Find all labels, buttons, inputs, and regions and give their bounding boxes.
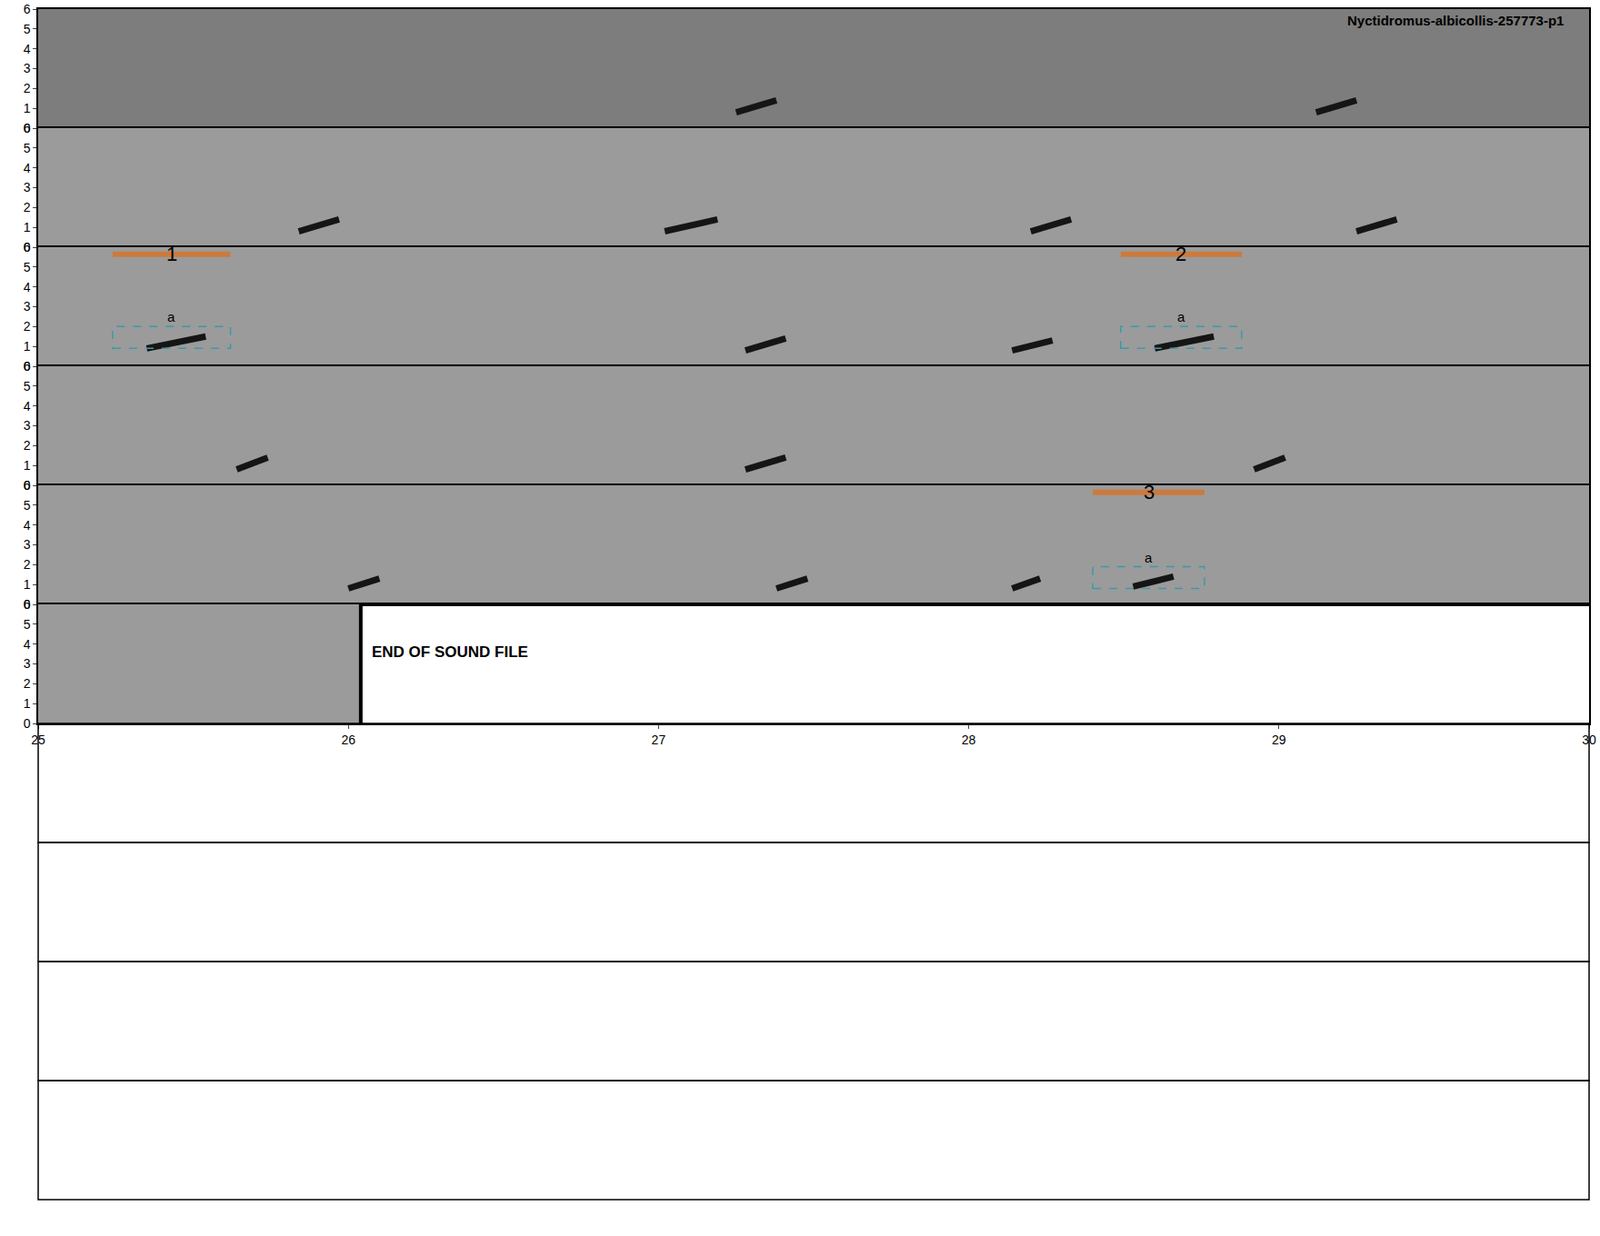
svg-text:0: 0 xyxy=(23,478,31,493)
svg-text:0: 0 xyxy=(23,716,31,731)
svg-text:6: 6 xyxy=(23,478,31,493)
svg-text:3: 3 xyxy=(23,537,31,552)
svg-text:1: 1 xyxy=(23,696,31,711)
svg-text:3: 3 xyxy=(23,180,31,195)
svg-text:4: 4 xyxy=(23,518,31,533)
svg-text:a: a xyxy=(1177,309,1186,325)
svg-text:4: 4 xyxy=(23,399,31,414)
svg-text:26: 26 xyxy=(340,732,356,748)
svg-text:0: 0 xyxy=(23,597,31,612)
svg-text:6: 6 xyxy=(23,1,31,17)
svg-text:5: 5 xyxy=(23,379,31,394)
svg-text:5: 5 xyxy=(23,21,31,37)
svg-text:6: 6 xyxy=(23,120,31,136)
svg-text:2: 2 xyxy=(23,80,31,96)
svg-text:END OF SOUND FILE: END OF SOUND FILE xyxy=(371,643,529,661)
svg-text:a: a xyxy=(1144,550,1153,566)
svg-text:4: 4 xyxy=(23,41,31,57)
svg-text:30: 30 xyxy=(1581,732,1597,748)
svg-text:1: 1 xyxy=(23,339,31,354)
svg-text:29: 29 xyxy=(1271,732,1287,748)
svg-text:3: 3 xyxy=(23,60,31,76)
svg-text:27: 27 xyxy=(651,732,667,748)
svg-text:1: 1 xyxy=(23,220,31,235)
svg-text:6: 6 xyxy=(23,359,31,374)
svg-text:2: 2 xyxy=(23,200,31,215)
svg-text:6: 6 xyxy=(23,597,31,612)
svg-text:2: 2 xyxy=(23,319,31,334)
svg-text:3: 3 xyxy=(23,418,31,433)
svg-text:1: 1 xyxy=(166,242,178,266)
svg-text:a: a xyxy=(167,309,176,325)
svg-text:1: 1 xyxy=(23,577,31,592)
svg-text:0: 0 xyxy=(23,120,31,136)
svg-text:28: 28 xyxy=(961,732,977,748)
svg-text:4: 4 xyxy=(23,160,31,176)
svg-text:5: 5 xyxy=(23,260,31,275)
svg-text:4: 4 xyxy=(23,280,31,295)
svg-text:2: 2 xyxy=(1175,242,1187,266)
svg-text:1: 1 xyxy=(23,458,31,473)
svg-text:1: 1 xyxy=(23,100,31,116)
svg-text:3: 3 xyxy=(1143,480,1155,504)
svg-text:3: 3 xyxy=(23,656,31,671)
svg-text:5: 5 xyxy=(23,498,31,513)
svg-text:4: 4 xyxy=(23,637,31,652)
svg-text:0: 0 xyxy=(23,240,31,255)
svg-text:2: 2 xyxy=(23,438,31,453)
svg-text:25: 25 xyxy=(30,732,46,748)
svg-text:5: 5 xyxy=(23,617,31,632)
svg-text:3: 3 xyxy=(23,299,31,314)
svg-text:2: 2 xyxy=(23,676,31,691)
svg-text:Nyctidromus-albicollis-257773-: Nyctidromus-albicollis-257773-p1 xyxy=(1347,12,1564,29)
svg-text:2: 2 xyxy=(23,557,31,572)
svg-text:0: 0 xyxy=(23,359,31,374)
svg-text:6: 6 xyxy=(23,240,31,255)
svg-text:5: 5 xyxy=(23,140,31,156)
